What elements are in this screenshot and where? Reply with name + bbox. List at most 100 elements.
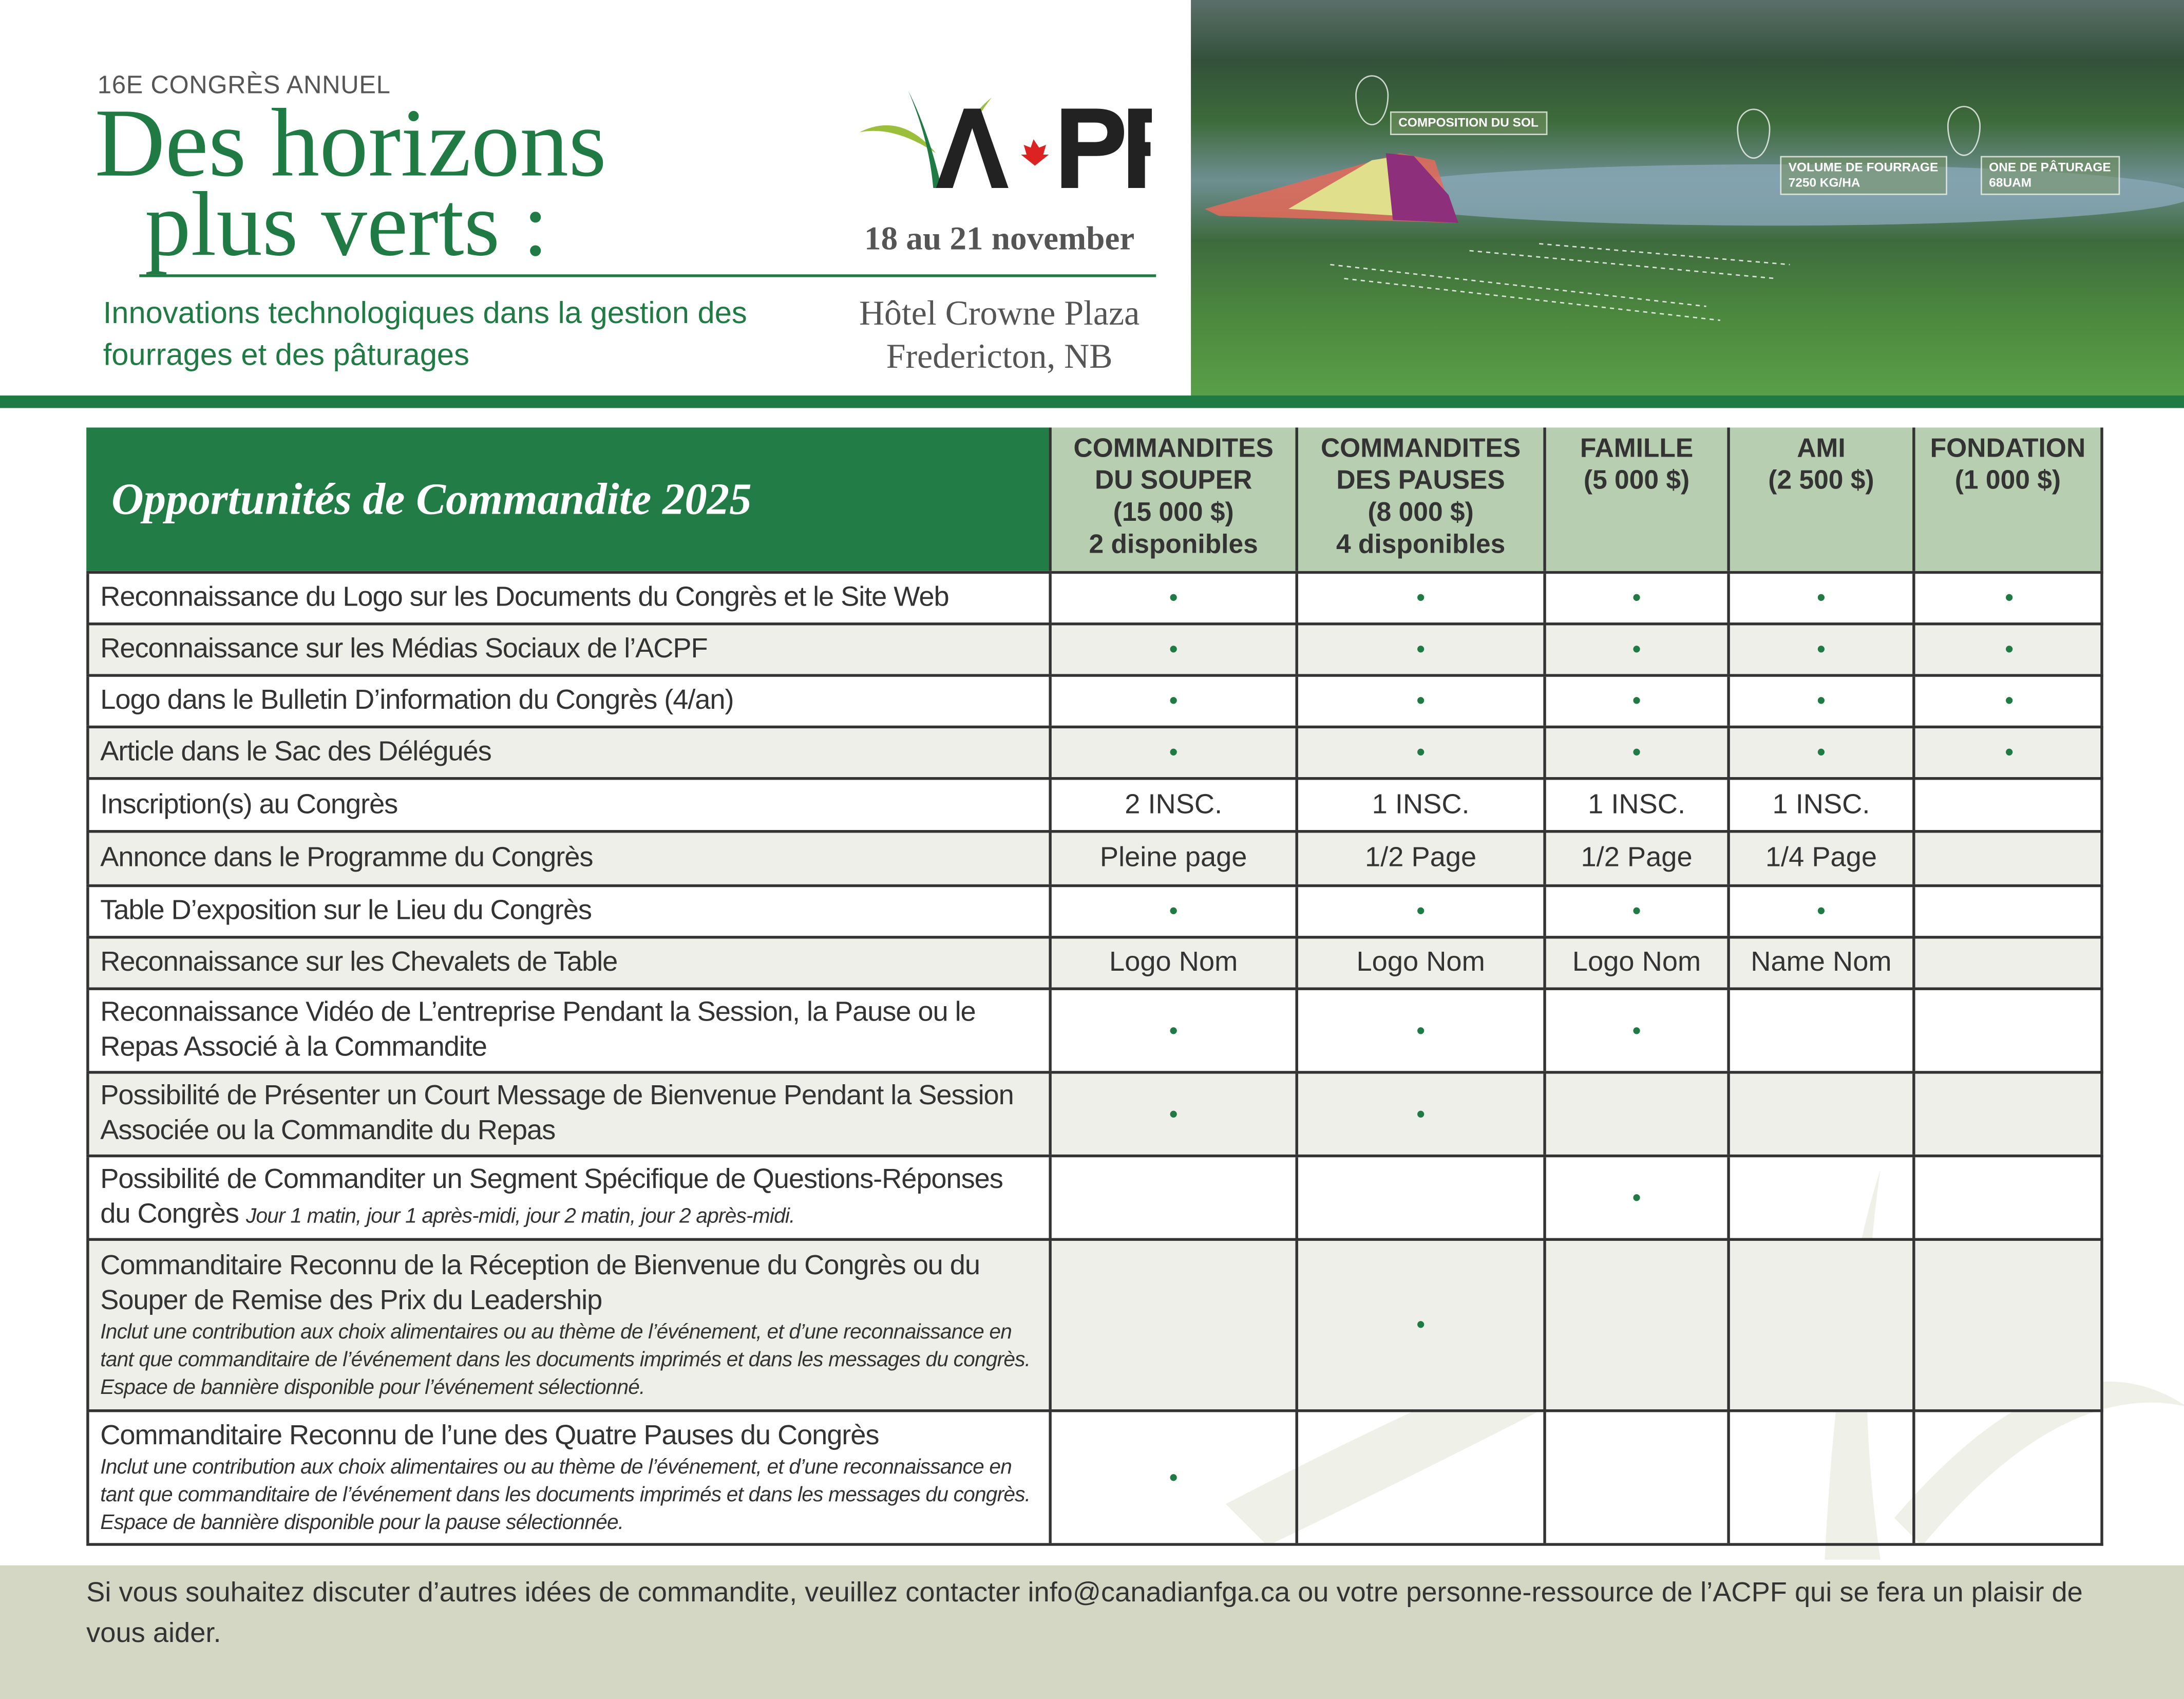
included-dot-icon: • xyxy=(1727,574,1912,623)
included-dot-icon: • xyxy=(1049,625,1295,674)
table-row: Reconnaissance sur les Chevalets de Tabl… xyxy=(86,936,2103,988)
included-dot-icon: • xyxy=(1295,990,1544,1071)
included-dot-icon: • xyxy=(1543,990,1727,1071)
green-band xyxy=(0,395,2184,408)
table-row: Article dans le Sac des Délégués • • • • • xyxy=(86,725,2103,778)
row-label: Reconnaissance du Logo sur les Documents… xyxy=(86,574,1049,623)
table-row: Reconnaissance Vidéo de L’entreprise Pen… xyxy=(86,987,2103,1071)
row-label: Inscription(s) au Congrès xyxy=(86,780,1049,830)
benefit-name: Article dans le Sac des Délégués xyxy=(100,737,491,768)
table-row: Table D’exposition sur le Lieu du Congrè… xyxy=(86,884,2103,936)
included-dot-icon: • xyxy=(1049,1412,1295,1543)
table-row: Logo dans le Bulletin D’information du C… xyxy=(86,674,2103,726)
table-header: Opportunités de Commandite 2025 COMMANDI… xyxy=(86,427,2103,571)
benefit-value: 1 INSC. xyxy=(1727,780,1912,830)
photo-label-soil: COMPOSITION DU SOL xyxy=(1390,111,1547,136)
benefit-value xyxy=(1912,833,2103,884)
included-dot-icon: • xyxy=(1543,676,1727,726)
benefit-value xyxy=(1727,1073,1912,1155)
benefit-value: Logo Nom xyxy=(1295,938,1544,988)
table-row: Annonce dans le Programme du Congrès Plei… xyxy=(86,830,2103,884)
included-dot-icon: • xyxy=(1912,574,2103,623)
row-label: Possibilité de Commanditer un Segment Sp… xyxy=(86,1157,1049,1238)
row-label: Commanditaire Reconnu de la Réception de… xyxy=(86,1240,1049,1410)
benefit-value xyxy=(1912,1157,2103,1238)
photo-label-text: VOLUME DE FOURRAGE xyxy=(1788,160,1939,174)
benefit-value: 1/4 Page xyxy=(1727,833,1912,884)
included-dot-icon: • xyxy=(1295,625,1544,674)
row-label: Commanditaire Reconnu de l’une des Quatr… xyxy=(86,1412,1049,1543)
benefit-value xyxy=(1912,887,2103,936)
included-dot-icon: • xyxy=(1727,676,1912,726)
column-header: AMI (2 500 $) xyxy=(1727,427,1913,571)
benefit-name: Table D’exposition sur le Lieu du Congrè… xyxy=(100,895,592,927)
benefit-value: 1 INSC. xyxy=(1295,780,1544,830)
included-dot-icon: • xyxy=(1295,1073,1544,1155)
row-label: Annonce dans le Programme du Congrès xyxy=(86,833,1049,884)
included-dot-icon: • xyxy=(1295,887,1544,936)
table-row: Inscription(s) au Congrès 2 INSC. 1 INSC. 1… xyxy=(86,777,2103,830)
photo-label-value: 68UAM xyxy=(1989,175,2032,190)
benefit-name: Reconnaissance sur les Chevalets de Tabl… xyxy=(100,947,618,978)
benefit-value xyxy=(1912,1240,2103,1410)
table-row: Possibilité de Présenter un Court Messag… xyxy=(86,1071,2103,1155)
farm-aerial-photo: COMPOSITION DU SOL VOLUME DE FOURRAGE 725… xyxy=(1191,0,2184,401)
photo-label-text: ONE DE PÂTURAGE xyxy=(1989,160,2111,174)
photo-label-text: COMPOSITION DU SOL xyxy=(1398,116,1539,130)
included-dot-icon: • xyxy=(1295,676,1544,726)
benefit-name: Logo dans le Bulletin D’information du C… xyxy=(100,685,734,716)
included-dot-icon: • xyxy=(1295,728,1544,778)
benefit-value: 1/2 Page xyxy=(1543,833,1727,884)
title-line-2: plus verts : xyxy=(145,174,548,276)
column-header: FONDATION (1 000 $) xyxy=(1912,427,2103,571)
included-dot-icon: • xyxy=(1049,676,1295,726)
included-dot-icon: • xyxy=(1912,625,2103,674)
benefit-value xyxy=(1049,1240,1295,1410)
row-label: Reconnaissance sur les Chevalets de Tabl… xyxy=(86,938,1049,988)
benefit-value xyxy=(1912,938,2103,988)
benefit-value xyxy=(1543,1073,1727,1155)
title-line-1: Des horizons xyxy=(94,90,607,198)
row-label: Possibilité de Présenter un Court Messag… xyxy=(86,1073,1049,1155)
table-row: Commanditaire Reconnu de l’une des Quatr… xyxy=(86,1409,2103,1546)
included-dot-icon: • xyxy=(1912,728,2103,778)
row-label: Reconnaissance Vidéo de L’entreprise Pen… xyxy=(86,990,1049,1071)
included-dot-icon: • xyxy=(1049,728,1295,778)
sponsorship-table: Opportunités de Commandite 2025 COMMANDI… xyxy=(86,427,2103,1546)
included-dot-icon: • xyxy=(1049,1073,1295,1155)
included-dot-icon: • xyxy=(1049,887,1295,936)
benefit-name: Annonce dans le Programme du Congrès xyxy=(100,842,593,874)
subtitle: Innovations technologiques dans la gesti… xyxy=(103,295,747,372)
photo-label-pasture: ONE DE PÂTURAGE 68UAM xyxy=(1981,156,2119,195)
contact-text: Si vous souhaitez discuter d’autres idée… xyxy=(86,1578,2083,1649)
benefit-name: Reconnaissance sur les Médias Sociaux de… xyxy=(100,633,708,665)
table-row: Reconnaissance sur les Médias Sociaux de… xyxy=(86,622,2103,674)
included-dot-icon: • xyxy=(1543,728,1727,778)
photo-label-forage: VOLUME DE FOURRAGE 7250 KG/HA xyxy=(1780,156,1947,195)
included-dot-icon: • xyxy=(1543,574,1727,623)
benefit-value: Pleine page xyxy=(1049,833,1295,884)
benefit-value xyxy=(1912,990,2103,1071)
benefit-value xyxy=(1295,1157,1544,1238)
benefit-value xyxy=(1912,780,2103,830)
benefit-value xyxy=(1727,1240,1912,1410)
benefit-name: Possibilité de Présenter un Court Messag… xyxy=(100,1081,1014,1146)
benefit-value xyxy=(1727,1157,1912,1238)
benefit-name: Reconnaissance du Logo sur les Documents… xyxy=(100,582,949,613)
row-label: Reconnaissance sur les Médias Sociaux de… xyxy=(86,625,1049,674)
event-dates: 18 au 21 november xyxy=(864,221,1135,258)
event-kicker: 16E CONGRÈS ANNUEL xyxy=(97,71,391,99)
benefit-note: Jour 1 matin, jour 1 après-midi, jour 2 … xyxy=(245,1204,795,1229)
venue-name: Hôtel Crowne Plaza xyxy=(859,295,1140,333)
benefit-value: 1 INSC. xyxy=(1543,780,1727,830)
table-body: Reconnaissance du Logo sur les Documents… xyxy=(86,571,2103,1546)
benefit-value xyxy=(1912,1073,2103,1155)
map-pin-icon xyxy=(1355,75,1389,126)
photo-label-value: 7250 KG/HA xyxy=(1788,175,1860,190)
acpf-logo xyxy=(859,90,1152,188)
benefit-value xyxy=(1727,990,1912,1071)
benefit-value xyxy=(1543,1240,1727,1410)
benefit-name: Inscription(s) au Congrès xyxy=(100,789,398,820)
benefit-value xyxy=(1295,1412,1544,1543)
